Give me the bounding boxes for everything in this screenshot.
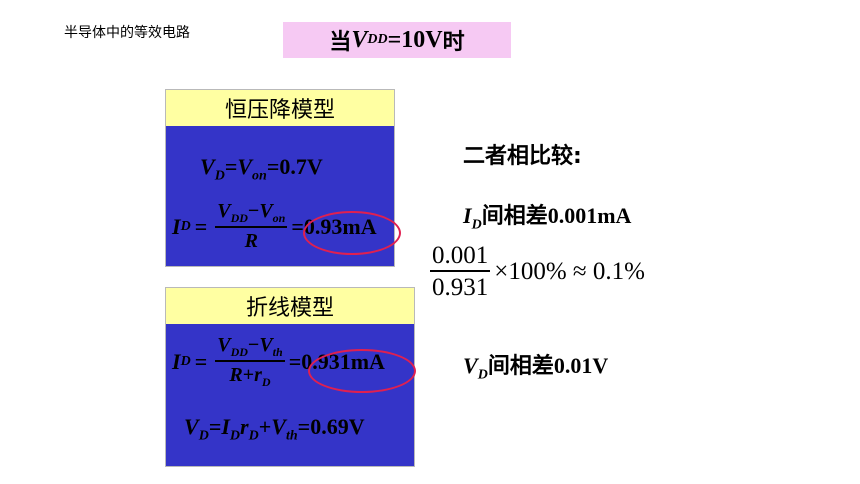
var: r xyxy=(240,414,249,439)
title-var: V xyxy=(351,26,368,53)
num-sub: DD xyxy=(230,211,248,225)
equals: = xyxy=(208,414,222,439)
fraction: VDD−Vth R+rD xyxy=(215,334,285,390)
den-var: r xyxy=(254,364,262,386)
ratio-fraction: 0.001 0.931 xyxy=(430,242,491,302)
var-sub: on xyxy=(252,168,267,184)
diff-value: 0.001mA xyxy=(547,203,632,228)
slide-subtitle: 半导体中的等效电路 xyxy=(64,25,190,41)
var-von: V xyxy=(237,154,253,179)
fraction-bar xyxy=(215,360,285,362)
num-var: V xyxy=(259,334,273,356)
var-v: V xyxy=(463,353,478,378)
numerator: VDD−Vth xyxy=(215,334,284,360)
panel-heading: 折线模型 xyxy=(166,288,414,324)
minus: − xyxy=(247,200,260,222)
var-i: I xyxy=(172,213,181,239)
ratio-denominator: 0.931 xyxy=(432,273,489,301)
var: V xyxy=(271,414,286,439)
var-sub: D xyxy=(229,428,241,444)
diff-text: 间相差 xyxy=(487,354,554,379)
var-sub: D xyxy=(248,428,259,444)
ratio-expression: 0.001 0.931 ×100% ≈ 0.1% xyxy=(426,242,645,302)
equals: = xyxy=(224,154,238,179)
equals: = xyxy=(194,349,208,374)
var: V xyxy=(184,414,199,439)
title-var-sub: DD xyxy=(367,32,388,47)
num-var: V xyxy=(217,200,231,222)
diff-value: 0.01V xyxy=(553,353,609,378)
value: =0.69V xyxy=(297,414,365,439)
var-sub: D xyxy=(214,168,225,184)
id-difference: ID间相差0.001mA xyxy=(463,198,631,233)
var-sub: D xyxy=(198,428,209,444)
num-sub: DD xyxy=(230,345,248,359)
minus: − xyxy=(247,334,260,356)
fraction: VDD−Von R xyxy=(215,200,288,253)
highlight-ellipse xyxy=(308,349,416,393)
den-var: R xyxy=(229,364,243,386)
var: I xyxy=(221,414,230,439)
num-sub: on xyxy=(272,211,286,225)
diff-text: 间相差 xyxy=(481,204,548,229)
value: =0.7V xyxy=(266,154,323,179)
vd-equation: VD=IDrD+Vth=0.69V xyxy=(184,414,365,444)
ratio-numerator: 0.001 xyxy=(432,242,489,269)
title-suffix: =10V xyxy=(387,26,443,53)
var-i: I xyxy=(172,349,181,374)
denominator: R+rD xyxy=(229,362,270,390)
fraction-bar xyxy=(215,226,288,228)
var-sub: th xyxy=(285,428,298,444)
highlight-ellipse xyxy=(303,211,401,255)
num-var: V xyxy=(259,200,273,222)
var-i: I xyxy=(463,203,472,228)
num-var: V xyxy=(217,334,231,356)
plus: + xyxy=(242,364,255,386)
var-sub: D xyxy=(180,354,191,369)
vd-difference: VD间相差0.01V xyxy=(463,348,608,383)
denominator: R xyxy=(244,230,258,252)
fraction-bar xyxy=(430,270,491,272)
equals: = xyxy=(194,213,208,239)
compare-heading: 二者相比较: xyxy=(463,144,582,169)
panel-heading: 恒压降模型 xyxy=(166,90,394,126)
slide-title: 当 V DD =10V 时 xyxy=(283,22,511,58)
var-sub: D xyxy=(471,217,482,233)
den-sub: D xyxy=(261,375,271,389)
numerator: VDD−Von xyxy=(215,200,287,226)
plus: + xyxy=(258,414,272,439)
title-prefix: 当 xyxy=(329,30,352,55)
num-sub: th xyxy=(272,345,283,359)
vd-equation: VD=Von=0.7V xyxy=(200,154,323,184)
title-suffix-cn: 时 xyxy=(442,30,465,55)
ratio-rest: ×100% ≈ 0.1% xyxy=(494,257,645,285)
var-sub: D xyxy=(180,218,191,234)
var-v: V xyxy=(200,154,215,179)
var-sub: D xyxy=(477,367,488,383)
